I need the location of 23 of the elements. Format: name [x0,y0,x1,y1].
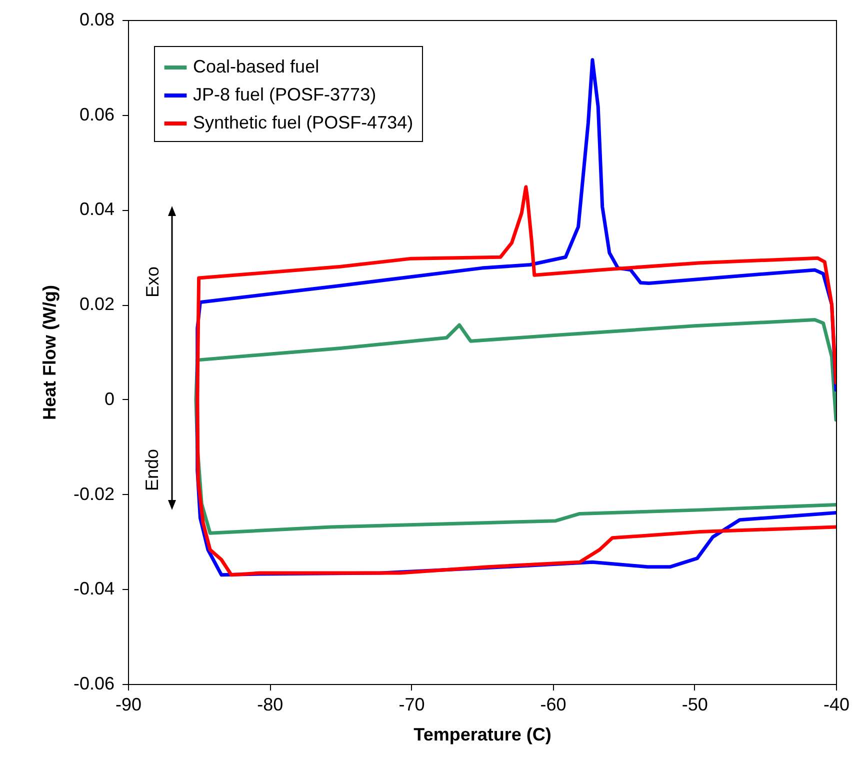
x-tick-label: -70 [398,694,425,714]
x-tick-label: -60 [540,694,566,714]
legend-label: JP-8 fuel (POSF-3773) [193,84,376,104]
annotation: Endo [142,448,162,492]
y-tick-label: -0.04 [73,578,114,599]
annotation: Exo [142,266,162,298]
y-tick-label: 0 [104,388,114,409]
legend-label: Synthetic fuel (POSF-4734) [193,112,414,132]
x-tick-label: -90 [115,694,142,714]
y-tick-label: 0.06 [79,104,114,124]
x-tick-label: -40 [823,694,850,714]
legend-label: Coal-based fuel [193,56,320,76]
x-tick-label: -50 [682,694,708,714]
y-tick-label: -0.02 [73,484,114,504]
y-tick-label: 0.04 [79,199,114,220]
y-axis-title: Heat Flow (W/g) [39,285,60,420]
y-tick-label: -0.06 [73,674,114,694]
x-axis-title: Temperature (C) [414,724,552,744]
y-tick-label: 0.08 [79,10,114,30]
line-series [196,185,836,577]
y-tick-label: 0.02 [79,294,114,314]
x-tick-label: -80 [257,694,284,714]
line-series [194,318,836,535]
